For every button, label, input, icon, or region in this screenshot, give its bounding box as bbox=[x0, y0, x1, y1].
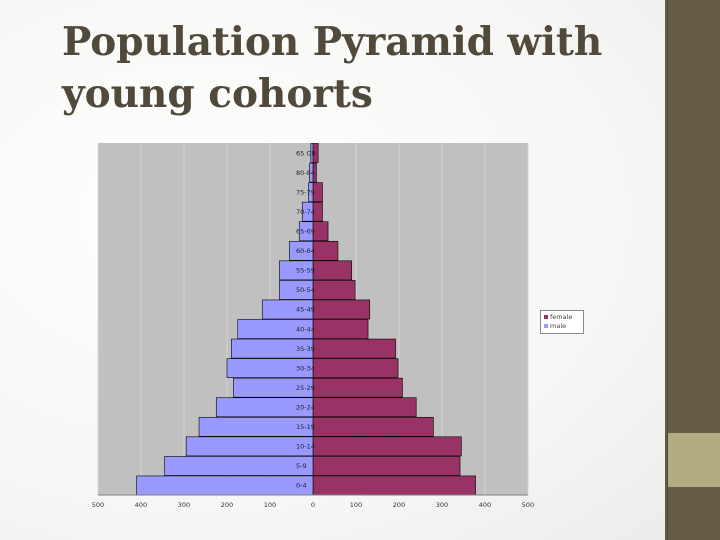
slide-title: Population Pyramid with young cohorts bbox=[62, 16, 642, 120]
bar-female-55-59 bbox=[312, 260, 353, 281]
category-label: 80-84 bbox=[296, 169, 315, 177]
x-tick-label: 500 bbox=[92, 501, 104, 509]
category-label: 15-19 bbox=[296, 423, 315, 431]
bar-female-30-34 bbox=[312, 358, 399, 378]
category-label: 65 OR bbox=[296, 149, 316, 157]
bar-female-60-64 bbox=[312, 240, 339, 261]
legend-item-male: male bbox=[544, 322, 566, 330]
bar-male-35-39 bbox=[231, 338, 314, 359]
category-label: 70-74 bbox=[296, 208, 315, 216]
x-tick-label: 0 bbox=[311, 501, 315, 509]
bar-female-40-44 bbox=[312, 319, 369, 339]
x-tick-label: 300 bbox=[178, 501, 190, 509]
bar-male-60-64 bbox=[289, 240, 314, 261]
bar-female-50-54 bbox=[312, 280, 356, 300]
bar-female-5-9 bbox=[312, 456, 461, 476]
category-label: 35-39 bbox=[296, 345, 315, 353]
x-tick-label: 400 bbox=[135, 501, 147, 509]
bar-male-10-14 bbox=[185, 436, 314, 457]
bar-male-65 OR bbox=[310, 143, 314, 163]
category-label: 20-24 bbox=[296, 404, 315, 412]
bar-male-25-29 bbox=[233, 377, 314, 398]
category-label: 30-34 bbox=[296, 364, 315, 372]
x-tick-label: 200 bbox=[221, 501, 233, 509]
bar-male-20-24 bbox=[215, 397, 314, 418]
x-tick-label: 400 bbox=[479, 501, 491, 509]
bar-female-20-24 bbox=[312, 397, 417, 418]
legend-swatch-male bbox=[544, 324, 548, 328]
legend-label-female: female bbox=[550, 313, 573, 321]
bar-female-45-49 bbox=[312, 299, 371, 320]
category-label: 75-79 bbox=[296, 188, 315, 196]
category-label: 65-69 bbox=[296, 228, 315, 236]
x-tick-label: 200 bbox=[393, 501, 405, 509]
bar-male-5-9 bbox=[164, 456, 314, 476]
category-label: 25-29 bbox=[296, 384, 315, 392]
bar-female-10-14 bbox=[312, 436, 462, 457]
slide-title-line-1: Population Pyramid with bbox=[62, 19, 603, 65]
bar-male-65-69 bbox=[298, 221, 314, 242]
bar-male-15-19 bbox=[198, 416, 314, 437]
x-tick-label: 300 bbox=[436, 501, 448, 509]
bar-male-80-84 bbox=[309, 162, 314, 183]
category-label: 45-49 bbox=[296, 306, 315, 314]
bar-female-0-4 bbox=[312, 475, 476, 496]
slide-title-line-2: young cohorts bbox=[62, 71, 373, 117]
x-tick-label: 100 bbox=[350, 501, 362, 509]
bar-female-35-39 bbox=[312, 338, 396, 359]
sidebar-accent-block bbox=[668, 433, 720, 487]
population-pyramid-chart: 65 OR 80-84 75-79 70-74 65-69 60-64 55-59 50-54… bbox=[92, 143, 534, 509]
bar-male-30-34 bbox=[226, 358, 314, 378]
bar-male-40-44 bbox=[237, 319, 314, 339]
category-label: 40-44 bbox=[296, 325, 315, 333]
legend-label-male: male bbox=[550, 322, 567, 330]
chart-legend: female male bbox=[540, 310, 584, 334]
legend-item-female: female bbox=[544, 313, 572, 321]
category-label: 10-14 bbox=[296, 443, 315, 451]
bar-male-0-4 bbox=[136, 475, 314, 496]
bar-male-75-79 bbox=[308, 182, 314, 202]
bar-female-65-69 bbox=[312, 221, 329, 242]
bar-male-55-59 bbox=[279, 260, 314, 281]
sidebar-divider bbox=[667, 0, 668, 540]
category-label: 60-64 bbox=[296, 247, 315, 255]
category-label: 50-54 bbox=[296, 286, 315, 294]
category-label: 55-59 bbox=[296, 267, 315, 275]
x-tick-label: 500 bbox=[522, 501, 534, 509]
bar-male-50-54 bbox=[279, 280, 314, 300]
bar-female-15-19 bbox=[312, 416, 434, 437]
bar-female-25-29 bbox=[312, 377, 403, 398]
category-label: 0-4 bbox=[296, 482, 307, 490]
legend-swatch-female bbox=[544, 315, 548, 319]
category-label: 5-9 bbox=[296, 462, 307, 470]
bar-male-45-49 bbox=[261, 299, 314, 320]
bar-male-70-74 bbox=[301, 201, 314, 222]
x-tick-label: 100 bbox=[264, 501, 276, 509]
